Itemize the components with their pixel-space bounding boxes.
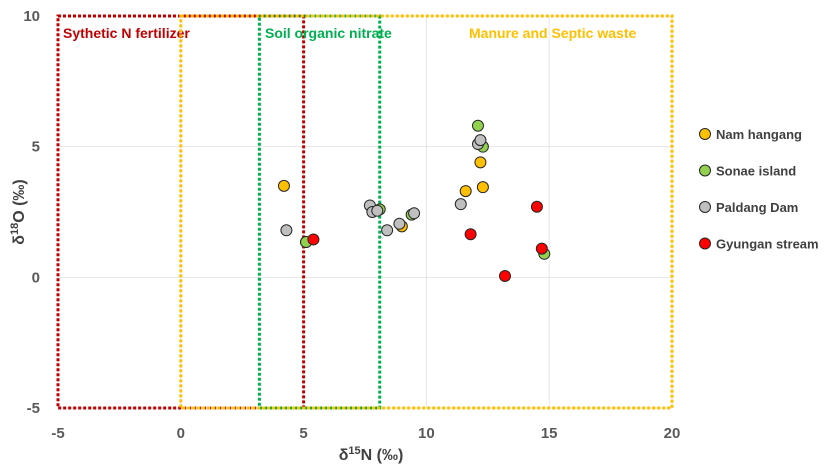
x-axis-title: δ15N (‰) <box>339 445 404 464</box>
region-box <box>179 14 674 410</box>
region-label: Sythetic N fertilizer <box>63 25 190 41</box>
data-point <box>471 119 484 132</box>
grid-lines <box>57 15 673 409</box>
data-point <box>535 242 548 255</box>
data-point <box>476 181 489 194</box>
legend-label: Nam hangang <box>716 127 802 142</box>
legend-marker <box>699 237 711 250</box>
legend: Nam hangang Sonae island Paldang Dam Gyunga… <box>699 127 819 252</box>
tick-labels: -5 0 5 10 15 20 -5 0 5 10 <box>23 8 680 442</box>
data-point <box>381 224 394 237</box>
x-tick-label: 20 <box>664 425 681 442</box>
legend-marker <box>699 128 711 140</box>
y-tick-label: 10 <box>23 8 40 25</box>
data-point <box>393 217 406 230</box>
source-regions: Sythetic N fertilizer Soil organic nitrat… <box>56 14 674 410</box>
data-point <box>371 204 384 217</box>
legend-marker <box>699 164 711 177</box>
data-point <box>307 233 320 246</box>
data-point <box>464 228 477 241</box>
region-box <box>257 14 382 410</box>
y-tick-label: 5 <box>32 139 40 156</box>
y-axis-title: δ18O (‰) <box>9 179 28 245</box>
legend-label: Sonae island <box>716 164 796 179</box>
data-point <box>408 207 421 220</box>
data-point <box>474 156 487 169</box>
y-tick-label: 0 <box>32 269 40 286</box>
y-tick-label: -5 <box>27 400 40 417</box>
x-tick-label: 5 <box>299 425 307 442</box>
legend-label: Paldang Dam <box>716 200 798 215</box>
legend-marker <box>699 201 711 213</box>
region-label: Soil organic nitrate <box>265 25 392 41</box>
data-point <box>454 198 467 211</box>
region-label: Manure and Septic waste <box>469 25 636 41</box>
data-point <box>280 224 293 237</box>
x-tick-label: -5 <box>51 425 64 442</box>
x-tick-label: 10 <box>418 425 435 442</box>
data-point <box>530 200 543 213</box>
data-point <box>498 270 511 283</box>
x-tick-label: 0 <box>177 425 185 442</box>
data-point <box>459 185 472 198</box>
legend-label: Gyungan stream <box>716 237 819 252</box>
data-point <box>277 179 290 192</box>
data-point <box>474 134 487 147</box>
data-points <box>277 119 551 283</box>
x-tick-label: 15 <box>541 425 558 442</box>
